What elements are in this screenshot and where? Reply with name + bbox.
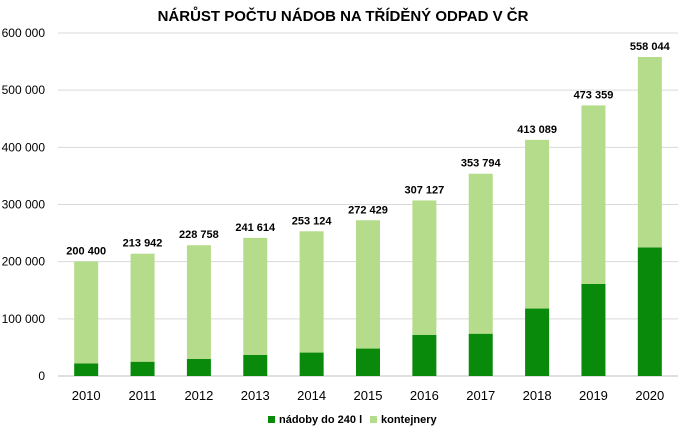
x-tick-label-2014: 2014 [297, 388, 326, 403]
bar-nadoby-2018 [525, 308, 550, 376]
x-tick-label-2015: 2015 [354, 388, 383, 403]
legend-label-kontejnery: kontejnery [381, 414, 438, 426]
bar-nadoby-2010 [74, 363, 99, 376]
legend-swatch-nadoby [268, 416, 275, 423]
total-label-2017: 353 794 [461, 158, 502, 170]
total-label-2018: 413 089 [517, 124, 557, 136]
bar-kontejnery-2019 [581, 105, 606, 284]
y-tick-label: 500 000 [2, 83, 46, 97]
x-axis-ticks: 2010 2011 2012 2013 2014 2015 2016 2017 2018 2019… [72, 388, 665, 403]
x-tick-label-2013: 2013 [241, 388, 270, 403]
y-tick-label: 0 [38, 369, 45, 383]
bar-nadoby-2020 [637, 247, 662, 376]
bar-kontejnery-2016 [412, 200, 437, 335]
bar-kontejnery-2014 [299, 231, 324, 353]
y-tick-label: 400 000 [2, 140, 46, 154]
x-tick-label-2020: 2020 [635, 388, 664, 403]
chart-title: NÁRŮST POČTU NÁDOB NA TŘÍDĚNÝ ODPAD V ČR [158, 6, 529, 25]
bar-kontejnery-2015 [356, 220, 380, 349]
y-tick-label: 300 000 [2, 198, 46, 212]
y-tick-label: 600 000 [2, 26, 46, 40]
bar-nadoby-2015 [356, 348, 380, 376]
total-label-2012: 228 758 [179, 229, 219, 241]
data-labels: 200 400 213 942 228 758 241 614 253 124 272 4… [66, 41, 670, 257]
y-tick-label: 200 000 [2, 255, 46, 269]
x-tick-label-2016: 2016 [410, 388, 439, 403]
x-tick-label-2017: 2017 [466, 388, 495, 403]
x-tick-label-2018: 2018 [523, 388, 552, 403]
bar-kontejnery-2020 [637, 56, 662, 248]
x-tick-label-2011: 2011 [129, 388, 157, 403]
x-tick-label-2012: 2012 [184, 388, 213, 403]
bar-kontejnery-2011 [130, 253, 155, 362]
bars [74, 56, 662, 376]
x-tick-label-2019: 2019 [579, 388, 608, 403]
bar-nadoby-2013 [243, 354, 268, 376]
total-label-2019: 473 359 [574, 89, 614, 101]
legend-label-nadoby: nádoby do 240 l [279, 414, 362, 426]
y-tick-label: 100 000 [2, 312, 46, 326]
bar-kontejnery-2018 [525, 139, 550, 309]
bar-kontejnery-2017 [468, 173, 493, 334]
bar-nadoby-2012 [186, 358, 211, 376]
bar-kontejnery-2013 [243, 237, 268, 355]
bar-nadoby-2014 [299, 352, 324, 376]
legend-swatch-kontejnery [370, 416, 377, 423]
total-label-2015: 272 429 [348, 204, 388, 216]
bar-kontejnery-2012 [186, 245, 211, 359]
total-label-2020: 558 044 [630, 41, 671, 53]
bar-nadoby-2016 [412, 334, 437, 376]
x-tick-label-2010: 2010 [72, 388, 101, 403]
y-axis-ticks: 0 100 000 200 000 300 000 400 000 500 000 600 … [2, 26, 46, 383]
total-label-2010: 200 400 [66, 245, 106, 257]
total-label-2016: 307 127 [404, 184, 444, 196]
legend: nádoby do 240 l kontejnery [268, 414, 438, 426]
bar-nadoby-2011 [130, 361, 155, 376]
total-label-2013: 241 614 [235, 222, 276, 234]
bar-nadoby-2019 [581, 283, 606, 376]
bar-nadoby-2017 [468, 333, 493, 376]
bar-kontejnery-2010 [74, 261, 99, 364]
total-label-2014: 253 124 [292, 215, 333, 227]
total-label-2011: 213 942 [123, 238, 163, 250]
